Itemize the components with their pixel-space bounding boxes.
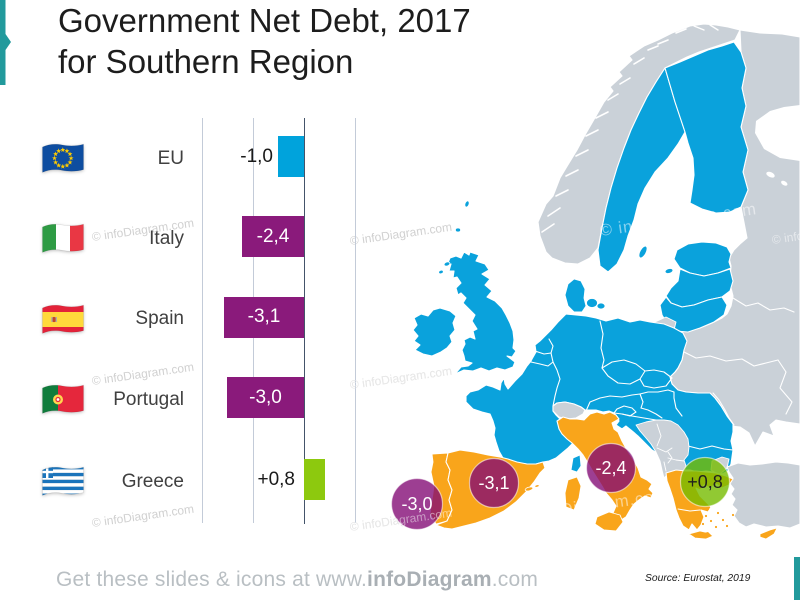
svg-text:-2,4: -2,4: [595, 458, 626, 478]
svg-text:-3,1: -3,1: [478, 473, 509, 493]
svg-text:+0,8: +0,8: [687, 472, 723, 492]
svg-text:-3,0: -3,0: [401, 494, 432, 514]
